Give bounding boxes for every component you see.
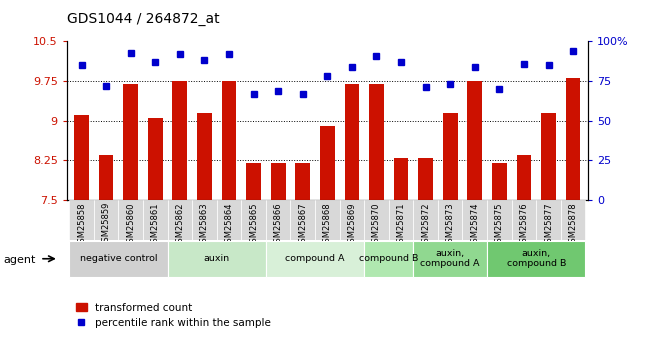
Bar [561, 200, 585, 240]
Text: negative control: negative control [79, 254, 157, 263]
Bar [345, 84, 359, 200]
Text: GSM25860: GSM25860 [126, 202, 135, 248]
Text: GSM25864: GSM25864 [224, 202, 234, 248]
Bar [315, 200, 339, 240]
Text: GSM25872: GSM25872 [421, 202, 430, 248]
Bar [438, 200, 462, 240]
Bar [266, 200, 291, 240]
Bar [413, 200, 438, 240]
Bar [271, 163, 285, 200]
Bar [69, 240, 168, 277]
Bar [99, 155, 114, 200]
Bar [69, 200, 94, 240]
Bar [266, 240, 364, 277]
Text: auxin: auxin [204, 254, 230, 263]
Text: GSM25868: GSM25868 [323, 202, 332, 248]
Text: GSM25875: GSM25875 [495, 202, 504, 248]
Bar [295, 163, 310, 200]
Bar [369, 84, 384, 200]
Bar [246, 163, 261, 200]
Text: auxin,
compound A: auxin, compound A [420, 249, 480, 268]
Text: GDS1044 / 264872_at: GDS1044 / 264872_at [67, 12, 219, 26]
Text: compound A: compound A [285, 254, 345, 263]
Bar [320, 126, 335, 200]
Text: GSM25876: GSM25876 [520, 202, 528, 248]
Text: GSM25863: GSM25863 [200, 202, 209, 248]
Bar [241, 200, 266, 240]
Text: GSM25867: GSM25867 [298, 202, 307, 248]
Text: compound B: compound B [359, 254, 418, 263]
Bar [94, 200, 118, 240]
Text: GSM25859: GSM25859 [102, 202, 111, 247]
Bar [487, 240, 585, 277]
Bar [418, 158, 433, 200]
Bar [74, 116, 89, 200]
Bar [468, 81, 482, 200]
Bar [364, 240, 413, 277]
Bar [443, 113, 458, 200]
Bar [118, 200, 143, 240]
Bar [389, 200, 413, 240]
Text: GSM25874: GSM25874 [470, 202, 479, 248]
Bar [516, 155, 531, 200]
Text: GSM25861: GSM25861 [151, 202, 160, 248]
Text: agent: agent [3, 256, 35, 265]
Bar [197, 113, 212, 200]
Bar [168, 200, 192, 240]
Bar [462, 200, 487, 240]
Bar [124, 84, 138, 200]
Bar [492, 163, 507, 200]
Text: GSM25869: GSM25869 [347, 202, 357, 248]
Text: GSM25862: GSM25862 [176, 202, 184, 248]
Bar [168, 240, 266, 277]
Bar [512, 200, 536, 240]
Bar [172, 81, 187, 200]
Bar [192, 200, 216, 240]
Bar [413, 240, 487, 277]
Bar [393, 158, 408, 200]
Bar [222, 81, 236, 200]
Bar [339, 200, 364, 240]
Bar [566, 78, 580, 200]
Bar [541, 113, 556, 200]
Text: GSM25878: GSM25878 [568, 202, 578, 248]
Text: GSM25865: GSM25865 [249, 202, 258, 248]
Text: GSM25877: GSM25877 [544, 202, 553, 248]
Bar [143, 200, 168, 240]
Bar [364, 200, 389, 240]
Bar [216, 200, 241, 240]
Bar [487, 200, 512, 240]
Text: auxin,
compound B: auxin, compound B [506, 249, 566, 268]
Bar [291, 200, 315, 240]
Bar [148, 118, 162, 200]
Text: GSM25866: GSM25866 [274, 202, 283, 248]
Text: GSM25870: GSM25870 [372, 202, 381, 248]
Text: GSM25858: GSM25858 [77, 202, 86, 248]
Legend: transformed count, percentile rank within the sample: transformed count, percentile rank withi… [72, 298, 275, 332]
Text: GSM25871: GSM25871 [397, 202, 405, 248]
Text: GSM25873: GSM25873 [446, 202, 455, 248]
Bar [536, 200, 561, 240]
